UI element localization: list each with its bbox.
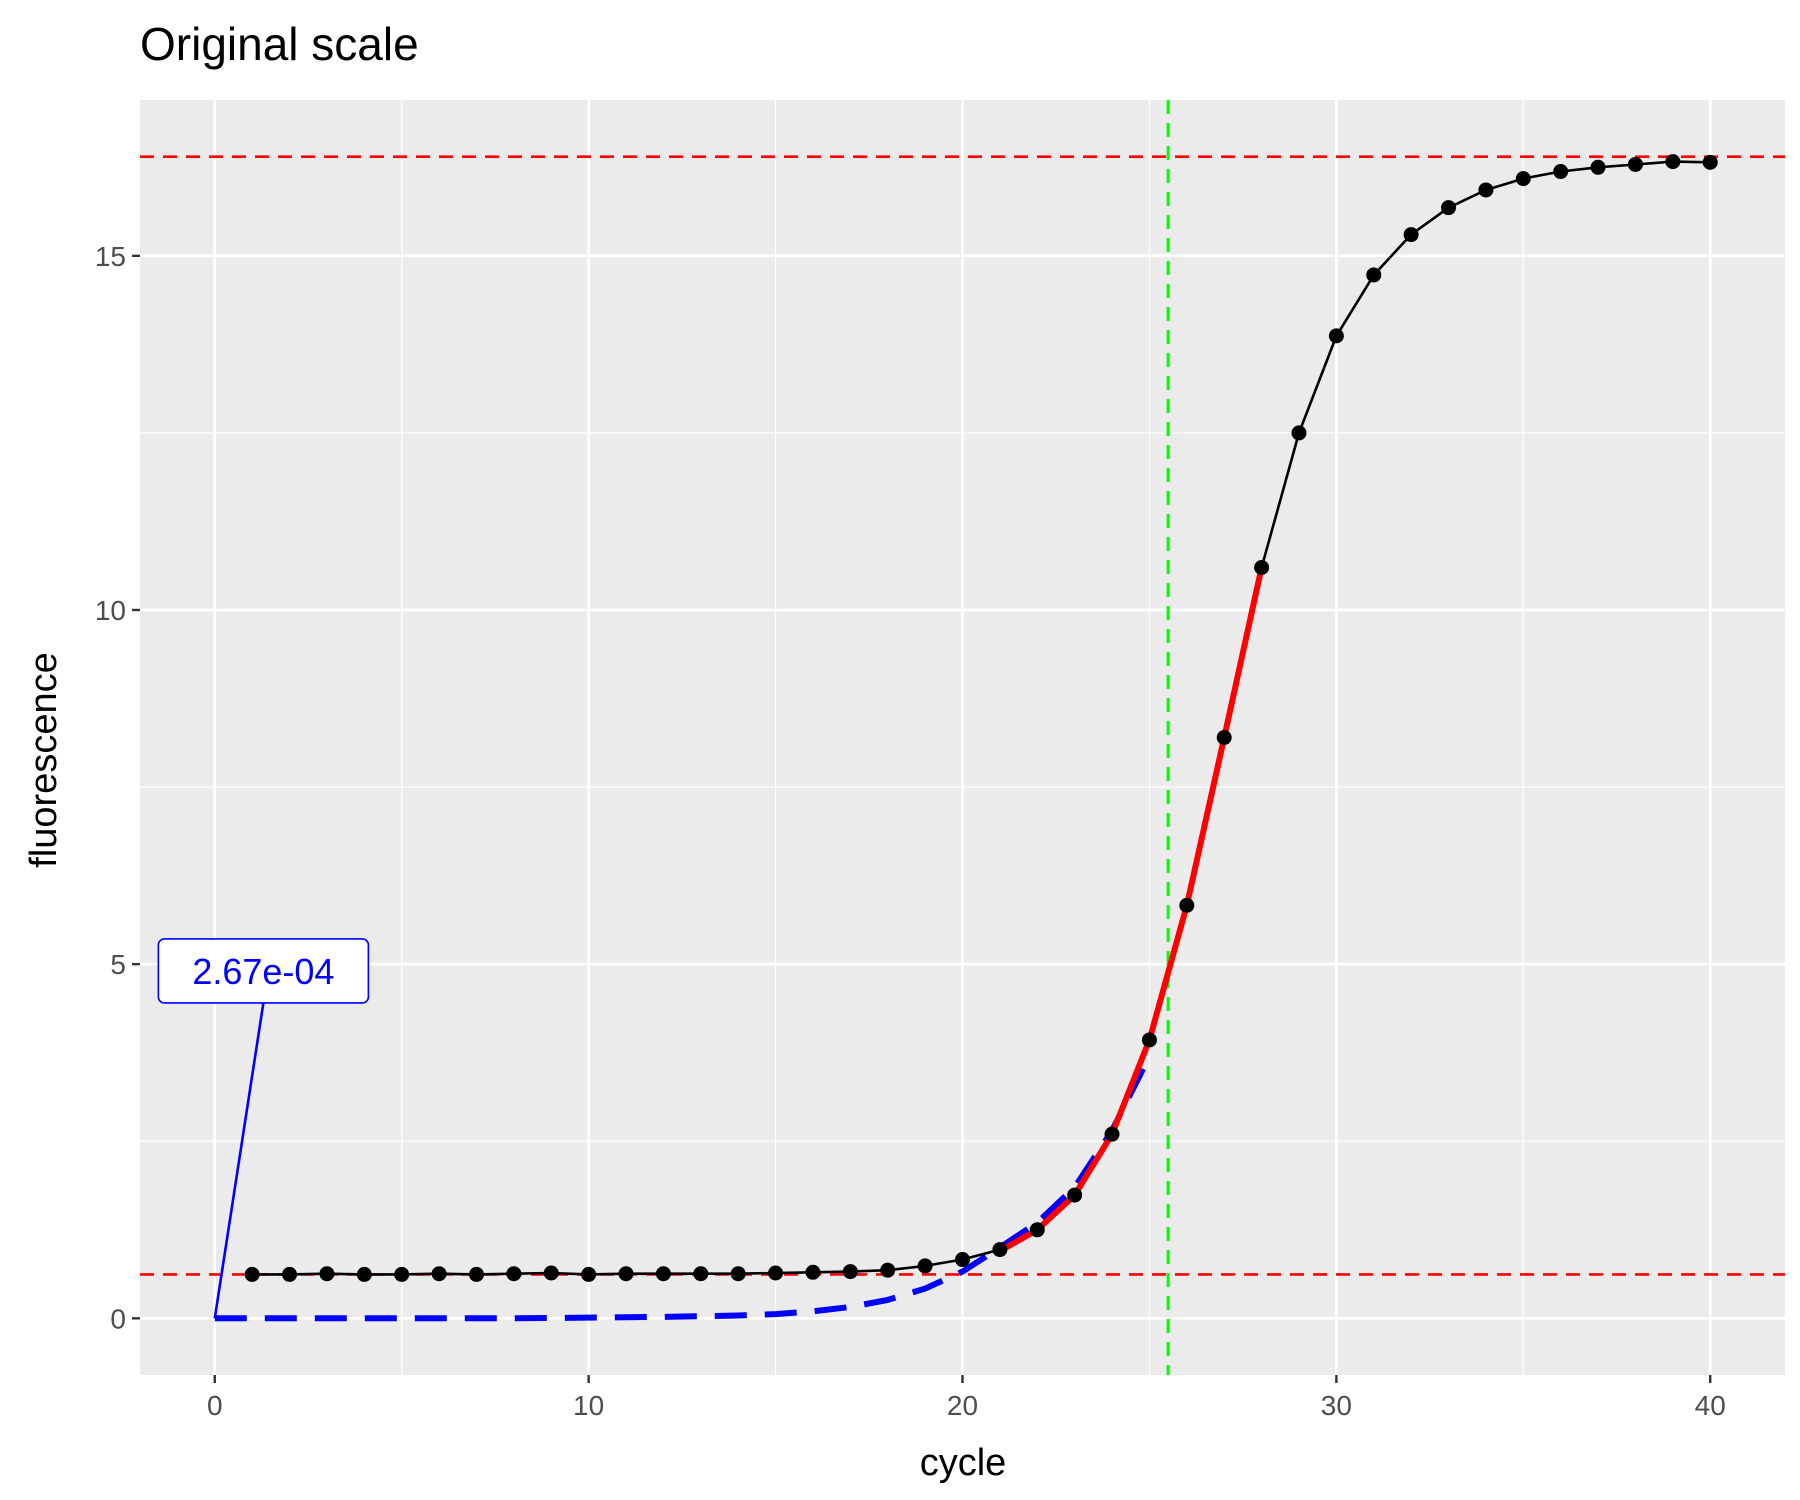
data-point	[1702, 154, 1718, 170]
data-point	[1478, 182, 1494, 198]
data-point	[1328, 328, 1344, 344]
annotation-label: 2.67e-04	[192, 951, 334, 992]
observed-line	[252, 160, 1711, 1276]
data-point	[1104, 1126, 1120, 1142]
data-point	[1366, 267, 1382, 283]
data-point	[282, 1266, 298, 1282]
data-point	[468, 1266, 484, 1282]
data-point	[768, 1265, 784, 1281]
data-point	[244, 1266, 260, 1282]
y-tick-label: 0	[110, 1303, 126, 1334]
data-point	[842, 1264, 858, 1280]
major-grid	[140, 100, 1785, 1375]
data-point	[431, 1266, 447, 1282]
x-tick-label: 30	[1321, 1390, 1352, 1421]
data-point	[356, 1266, 372, 1282]
fit-segment-layer	[998, 566, 1265, 1254]
data-point	[655, 1266, 671, 1282]
data-point	[1627, 156, 1643, 172]
annotation-box	[157, 938, 370, 1004]
reference-lines	[140, 100, 1785, 1375]
data-point	[805, 1264, 821, 1280]
data-point	[1441, 200, 1457, 216]
model-curve-layer	[214, 1054, 1153, 1322]
y-tick-label: 15	[95, 241, 126, 272]
data-point	[1141, 1032, 1157, 1048]
data-point	[1029, 1222, 1045, 1238]
data-point	[1254, 560, 1270, 575]
annotation-leader	[213, 1002, 265, 1319]
data-point	[1590, 159, 1606, 175]
y-tick-label: 10	[95, 595, 126, 626]
fit-segment	[998, 566, 1265, 1254]
x-tick-label: 40	[1695, 1390, 1726, 1421]
data-point	[1403, 227, 1419, 243]
x-tick-label: 10	[573, 1390, 604, 1421]
chart-title: Original scale	[140, 18, 419, 70]
data-points	[244, 154, 1718, 1282]
y-axis-title: fluorescence	[23, 652, 65, 867]
y-axis: 0 5 10 15	[95, 241, 140, 1334]
model-curve	[214, 1054, 1153, 1322]
data-point	[1515, 171, 1531, 187]
data-point	[618, 1266, 634, 1282]
data-point	[693, 1266, 709, 1282]
annotation: 2.67e-04	[157, 938, 370, 1319]
y-tick-label: 5	[110, 949, 126, 980]
data-point	[917, 1258, 933, 1274]
data-point	[506, 1266, 522, 1282]
data-point	[319, 1266, 335, 1282]
data-point	[1067, 1187, 1083, 1203]
data-point	[1216, 730, 1232, 745]
x-axis: 0 10 20 30 40	[207, 1375, 1726, 1421]
data-point	[730, 1266, 746, 1282]
data-point	[1665, 154, 1681, 170]
data-point	[992, 1242, 1008, 1258]
observed-curve-layer	[252, 160, 1711, 1276]
data-point	[394, 1266, 410, 1282]
x-tick-label: 20	[947, 1390, 978, 1421]
data-point	[1553, 164, 1569, 180]
data-point	[581, 1266, 597, 1282]
x-axis-title: cycle	[920, 1442, 1007, 1484]
data-point	[880, 1262, 896, 1278]
x-tick-label: 0	[207, 1390, 223, 1421]
data-point	[1179, 897, 1195, 913]
data-point	[543, 1265, 559, 1281]
data-point	[1291, 425, 1307, 441]
data-point	[955, 1252, 970, 1268]
